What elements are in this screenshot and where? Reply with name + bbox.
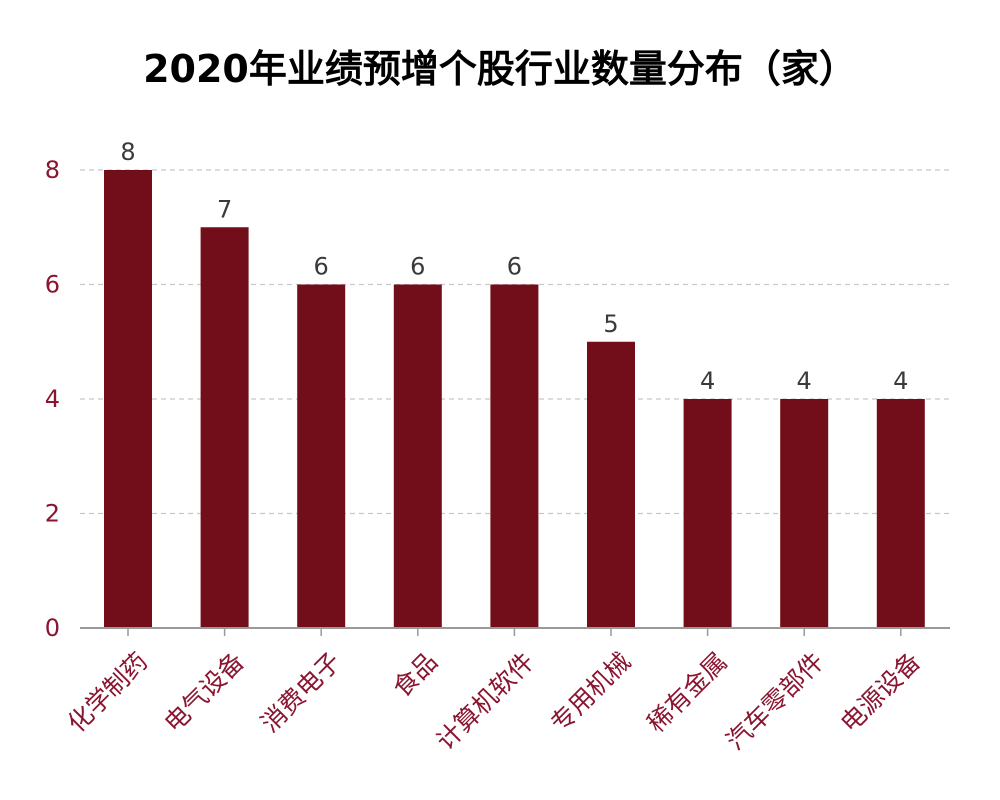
chart-title: 2020年业绩预增个股行业数量分布（家） <box>143 47 857 91</box>
bar <box>780 399 829 628</box>
x-tick-label: 稀有金属 <box>642 647 733 738</box>
bar <box>297 284 346 628</box>
bar-value-label: 7 <box>217 195 232 223</box>
bar-value-label: 6 <box>507 253 522 281</box>
x-tick-label: 化学制药 <box>62 647 153 738</box>
x-tick-label: 消费电子 <box>255 647 346 738</box>
y-tick-label: 2 <box>45 500 60 528</box>
bars <box>104 170 925 628</box>
x-tick-label: 食品 <box>387 647 443 703</box>
y-tick-label: 4 <box>45 385 60 413</box>
bar-value-label: 4 <box>700 367 715 395</box>
x-tick-label: 专用机械 <box>545 647 636 738</box>
bar <box>587 341 635 628</box>
bar-value-label: 5 <box>603 310 618 338</box>
bar-value-label: 6 <box>314 253 329 281</box>
x-tick-label: 电气设备 <box>159 647 250 738</box>
x-tick-label: 汽车零部件 <box>721 647 830 756</box>
y-tick-label: 0 <box>45 614 60 642</box>
bar <box>490 284 539 628</box>
bar <box>876 399 925 628</box>
bar-value-label: 4 <box>797 367 812 395</box>
bar-value-label: 4 <box>893 367 908 395</box>
y-tick-label: 6 <box>45 271 60 299</box>
y-tick-label: 8 <box>45 156 60 184</box>
bar-value-label: 8 <box>120 138 135 166</box>
x-tick-label: 计算机软件 <box>431 647 540 756</box>
bar <box>104 170 152 628</box>
bar <box>200 227 249 628</box>
bar <box>683 399 732 628</box>
value-labels: 8 7 6 6 6 5 4 4 4 <box>120 138 908 395</box>
bar-value-label: 6 <box>410 253 425 281</box>
y-axis-ticks: 0 2 4 6 8 <box>45 156 60 642</box>
x-tick-label: 电源设备 <box>835 647 926 738</box>
bar <box>393 284 442 628</box>
